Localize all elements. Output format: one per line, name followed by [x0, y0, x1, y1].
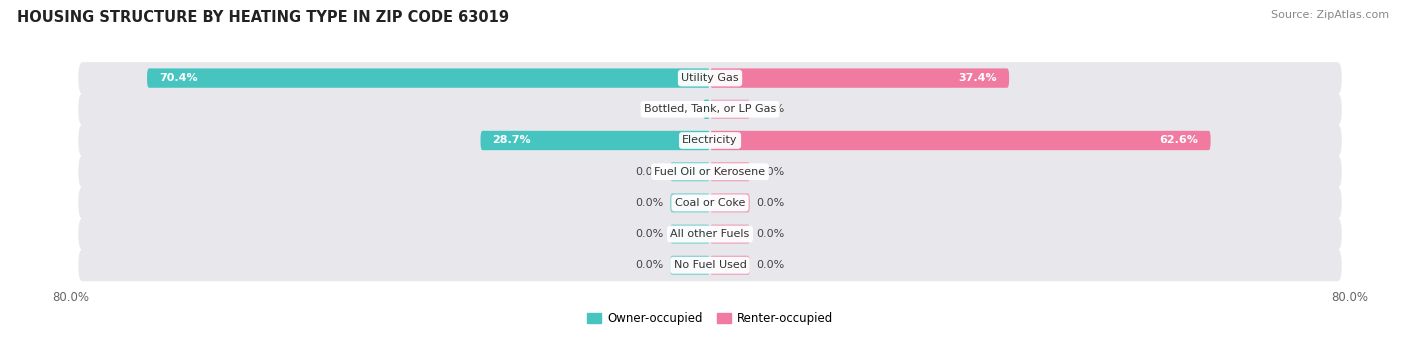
FancyBboxPatch shape	[703, 100, 710, 119]
FancyBboxPatch shape	[79, 250, 1341, 281]
Text: 0.87%: 0.87%	[661, 104, 697, 114]
FancyBboxPatch shape	[79, 124, 1341, 156]
FancyBboxPatch shape	[79, 62, 1341, 94]
FancyBboxPatch shape	[710, 68, 1010, 88]
FancyBboxPatch shape	[481, 131, 710, 150]
Text: Electricity: Electricity	[682, 136, 738, 146]
FancyBboxPatch shape	[148, 68, 710, 88]
Text: 0.0%: 0.0%	[756, 167, 785, 177]
FancyBboxPatch shape	[671, 256, 710, 275]
Text: Utility Gas: Utility Gas	[682, 73, 738, 83]
Text: 0.0%: 0.0%	[756, 260, 785, 270]
Text: 0.0%: 0.0%	[756, 104, 785, 114]
Text: Coal or Coke: Coal or Coke	[675, 198, 745, 208]
FancyBboxPatch shape	[710, 131, 1211, 150]
FancyBboxPatch shape	[710, 100, 749, 119]
Text: Bottled, Tank, or LP Gas: Bottled, Tank, or LP Gas	[644, 104, 776, 114]
Text: 28.7%: 28.7%	[492, 136, 531, 146]
Text: HOUSING STRUCTURE BY HEATING TYPE IN ZIP CODE 63019: HOUSING STRUCTURE BY HEATING TYPE IN ZIP…	[17, 10, 509, 25]
Text: No Fuel Used: No Fuel Used	[673, 260, 747, 270]
Text: 0.0%: 0.0%	[636, 260, 664, 270]
FancyBboxPatch shape	[79, 187, 1341, 219]
Text: All other Fuels: All other Fuels	[671, 229, 749, 239]
FancyBboxPatch shape	[710, 162, 749, 181]
Text: Fuel Oil or Kerosene: Fuel Oil or Kerosene	[654, 167, 766, 177]
FancyBboxPatch shape	[671, 193, 710, 212]
Text: Source: ZipAtlas.com: Source: ZipAtlas.com	[1271, 10, 1389, 20]
FancyBboxPatch shape	[710, 193, 749, 212]
FancyBboxPatch shape	[710, 224, 749, 244]
Text: 70.4%: 70.4%	[159, 73, 198, 83]
FancyBboxPatch shape	[671, 162, 710, 181]
Text: 0.0%: 0.0%	[636, 198, 664, 208]
Text: 0.0%: 0.0%	[636, 229, 664, 239]
Text: 62.6%: 62.6%	[1160, 136, 1199, 146]
FancyBboxPatch shape	[79, 156, 1341, 188]
Text: 37.4%: 37.4%	[959, 73, 997, 83]
Text: 0.0%: 0.0%	[756, 229, 785, 239]
FancyBboxPatch shape	[79, 218, 1341, 250]
Text: 0.0%: 0.0%	[636, 167, 664, 177]
FancyBboxPatch shape	[79, 94, 1341, 125]
FancyBboxPatch shape	[671, 224, 710, 244]
Legend: Owner-occupied, Renter-occupied: Owner-occupied, Renter-occupied	[582, 307, 838, 330]
FancyBboxPatch shape	[710, 256, 749, 275]
Text: 0.0%: 0.0%	[756, 198, 785, 208]
